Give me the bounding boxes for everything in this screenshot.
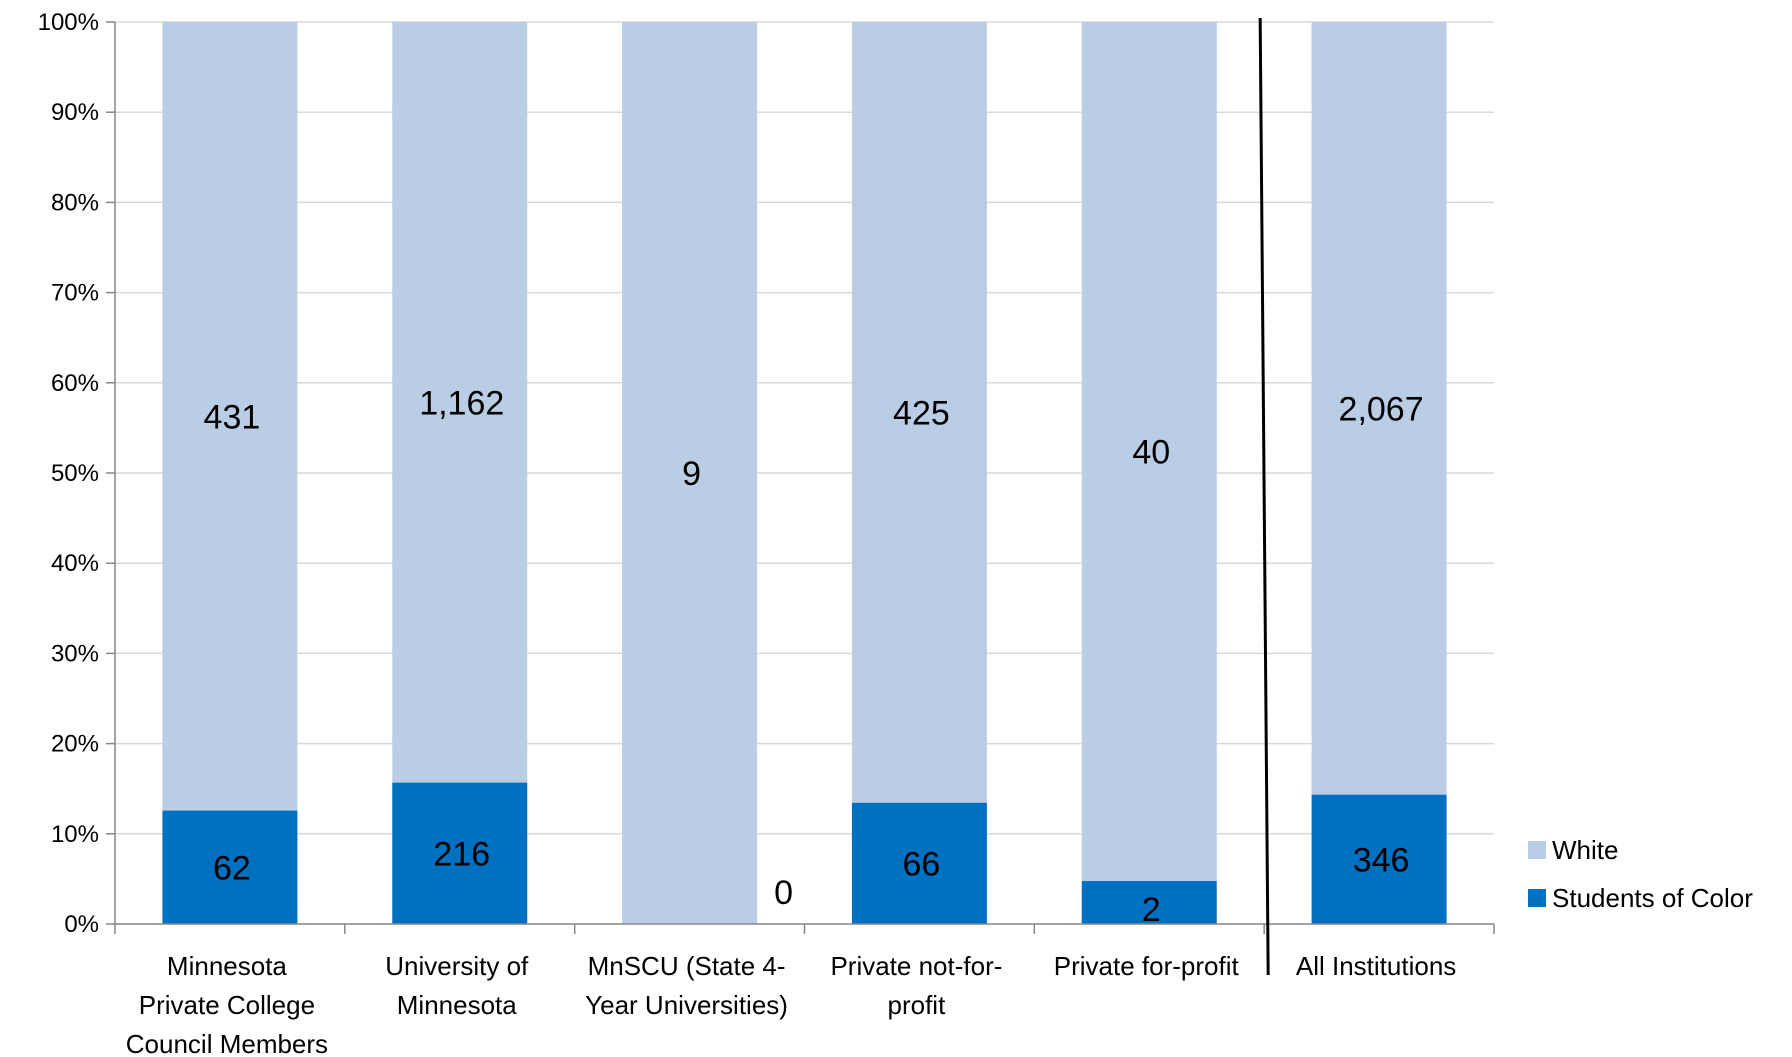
y-tick-label: 20%	[51, 731, 99, 758]
category-label-line: University of	[385, 951, 529, 981]
bar-students-of-color	[1311, 794, 1447, 924]
category-labels: Minnesota Private College Council Members U…	[126, 951, 1457, 1057]
divider-line	[1258, 17, 1270, 976]
y-tick-label: 70%	[51, 280, 99, 307]
legend-swatch	[1528, 841, 1546, 859]
category-label-line: MnSCU (State 4-	[588, 951, 786, 981]
data-label-white: 425	[893, 394, 950, 432]
y-tick-label: 30%	[51, 640, 99, 667]
bar-students-of-color	[1081, 881, 1217, 924]
category-label-line: Private for-profit	[1054, 951, 1240, 981]
category-label-line: Private College	[139, 990, 315, 1020]
category-label: University of Minnesota	[385, 951, 529, 1020]
gridlines	[115, 21, 1494, 835]
category-label: MnSCU (State 4- Year Universities)	[585, 951, 788, 1020]
bar-students-of-color	[392, 782, 528, 924]
bar-white	[622, 22, 758, 924]
data-label-white: 2,067	[1339, 390, 1424, 428]
bar-white	[1081, 22, 1217, 882]
category-label-line: profit	[888, 990, 947, 1020]
y-tick-label: 50%	[51, 460, 99, 487]
bars	[162, 22, 1447, 924]
bar-students-of-color	[162, 810, 298, 924]
data-label-white: 1,162	[419, 384, 504, 422]
bar-white	[162, 22, 298, 811]
category-label-line: Council Members	[126, 1029, 328, 1057]
data-label-white: 40	[1132, 434, 1170, 472]
data-label-students-of-color: 0	[774, 874, 793, 912]
category-label: Private not-for-profit	[830, 951, 1002, 1020]
legend-label: White	[1552, 835, 1618, 865]
y-tick-label: 90%	[51, 99, 99, 126]
y-tick-label: 0%	[64, 911, 99, 938]
data-label-students-of-color: 2	[1142, 891, 1161, 929]
legend: White Students of Color	[1528, 835, 1753, 913]
y-tick-label: 60%	[51, 370, 99, 397]
data-label-students-of-color: 216	[433, 835, 490, 873]
data-labels: 431 62 1,162 216 9 0 425 66 40 2 2,067 346	[204, 384, 1424, 929]
bar-white	[1311, 22, 1447, 795]
category-label-line: Private not-for-	[830, 951, 1002, 981]
category-label-line: Year Universities)	[585, 990, 788, 1020]
category-label-line: Minnesota	[397, 990, 517, 1020]
category-label: Minnesota Private College Council Members	[126, 951, 328, 1057]
y-tick-label: 40%	[51, 550, 99, 577]
category-label-line: All Institutions	[1296, 951, 1456, 981]
y-tick-label: 10%	[51, 821, 99, 848]
legend-swatch	[1528, 889, 1546, 907]
y-axis-ticks: 0% 10% 20% 30% 40% 50% 60% 70% 80% 90% 100%	[38, 9, 115, 938]
category-label: Private for-profit	[1054, 951, 1240, 981]
legend-label: Students of Color	[1552, 883, 1753, 913]
category-label-line: Minnesota	[167, 951, 287, 981]
bar-white	[851, 22, 987, 803]
data-label-students-of-color: 62	[213, 849, 251, 887]
data-label-students-of-color: 66	[903, 845, 941, 883]
axes	[114, 17, 1495, 976]
data-label-white: 431	[204, 398, 261, 436]
y-tick-label: 100%	[38, 9, 99, 36]
bar-white	[392, 22, 528, 783]
y-tick-label: 80%	[51, 189, 99, 216]
data-label-white: 9	[682, 455, 701, 493]
bar-students-of-color	[851, 802, 987, 924]
data-label-students-of-color: 346	[1353, 841, 1410, 879]
category-label: All Institutions	[1296, 951, 1456, 981]
